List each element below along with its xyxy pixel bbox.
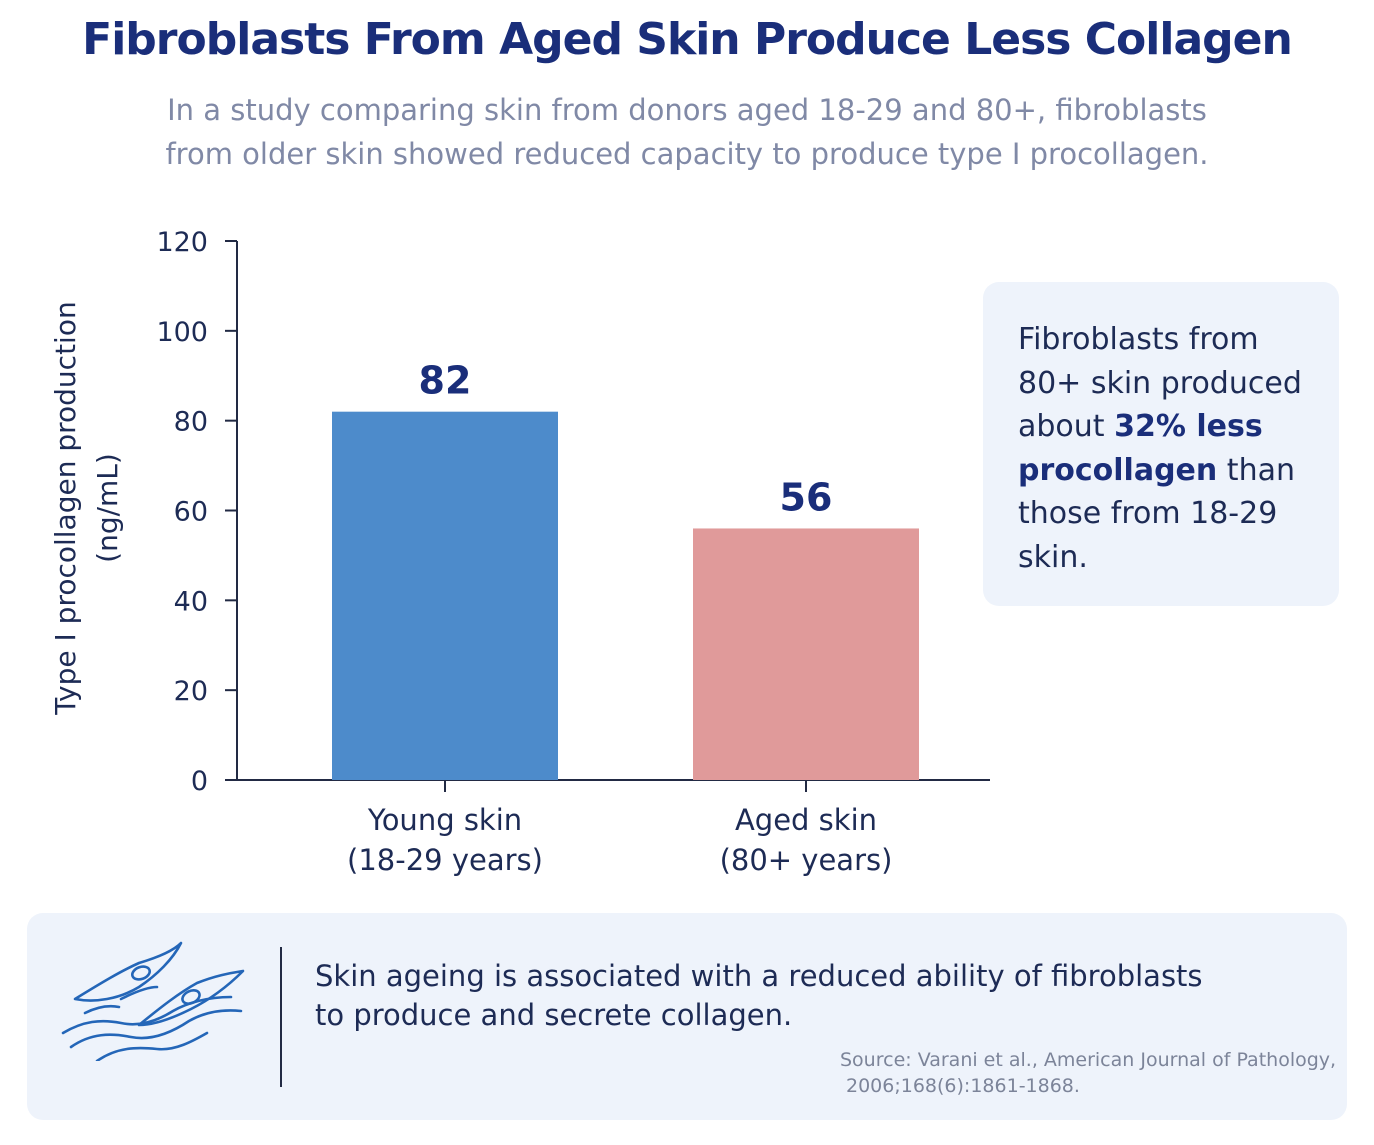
bar: [693, 528, 919, 780]
callout-highlight-procollagen: procollagen: [1018, 452, 1218, 488]
y-tick-label: 60: [174, 497, 208, 528]
subtitle-line-1: In a study comparing skin from donors ag…: [167, 93, 1207, 127]
chart-subtitle: In a study comparing skin from donors ag…: [0, 88, 1374, 176]
source-line-2: 2006;168(6):1861-1868.: [846, 1075, 1080, 1097]
fibroblast-cells-icon: [61, 941, 245, 1061]
note-line-1: Skin ageing is associated with a reduced…: [315, 959, 1203, 993]
chart-title: Fibroblasts From Aged Skin Produce Less …: [82, 14, 1293, 65]
x-tick-label: (80+ years): [720, 843, 893, 877]
panel-divider: [280, 947, 282, 1087]
summary-note: Skin ageing is associated with a reduced…: [315, 957, 1295, 1035]
callout-line-2: 80+ skin produced: [1018, 365, 1302, 401]
data-label: 82: [419, 359, 472, 403]
y-tick-label: 20: [174, 676, 208, 707]
y-tick-label: 100: [156, 317, 208, 348]
y-tick-label: 120: [156, 227, 208, 258]
summary-panel: Skin ageing is associated with a reduced…: [27, 913, 1347, 1120]
x-tick-label: Young skin: [367, 803, 522, 837]
x-tick-label: (18-29 years): [347, 843, 543, 877]
x-tick-label: Aged skin: [735, 803, 877, 837]
callout-line-1: Fibroblasts from: [1018, 322, 1259, 357]
y-axis-label-line: (ng/mL): [91, 453, 124, 563]
y-tick-label: 0: [191, 766, 208, 797]
callout-line-6: skin.: [1018, 539, 1088, 575]
y-tick-label: 80: [174, 407, 208, 438]
callout-line-4: procollagen than: [1018, 449, 1319, 493]
bar: [332, 411, 558, 780]
y-axis-label: Type I procollagen production (ng/mL): [49, 301, 124, 715]
note-line-2: to produce and secrete collagen.: [315, 998, 793, 1032]
callout-highlight-percent: 32% less: [1114, 409, 1263, 444]
y-axis-label-line: Type I procollagen production: [49, 301, 82, 715]
subtitle-line-2: from older skin showed reduced capacity …: [165, 137, 1209, 171]
source-line-1: Source: Varani et al., American Journal …: [840, 1049, 1337, 1071]
y-tick-label: 40: [174, 586, 208, 617]
callout-line-5: those from 18-29: [1018, 496, 1278, 531]
data-label: 56: [780, 475, 833, 519]
source-citation: Source: Varani et al., American Journal …: [840, 1047, 1340, 1099]
callout-line-3-pre: about: [1018, 409, 1115, 444]
callout-line-3: about 32% less: [1018, 405, 1319, 449]
callout-line-4-post: than: [1217, 452, 1295, 488]
callout-box: Fibroblasts from 80+ skin produced about…: [983, 282, 1339, 606]
